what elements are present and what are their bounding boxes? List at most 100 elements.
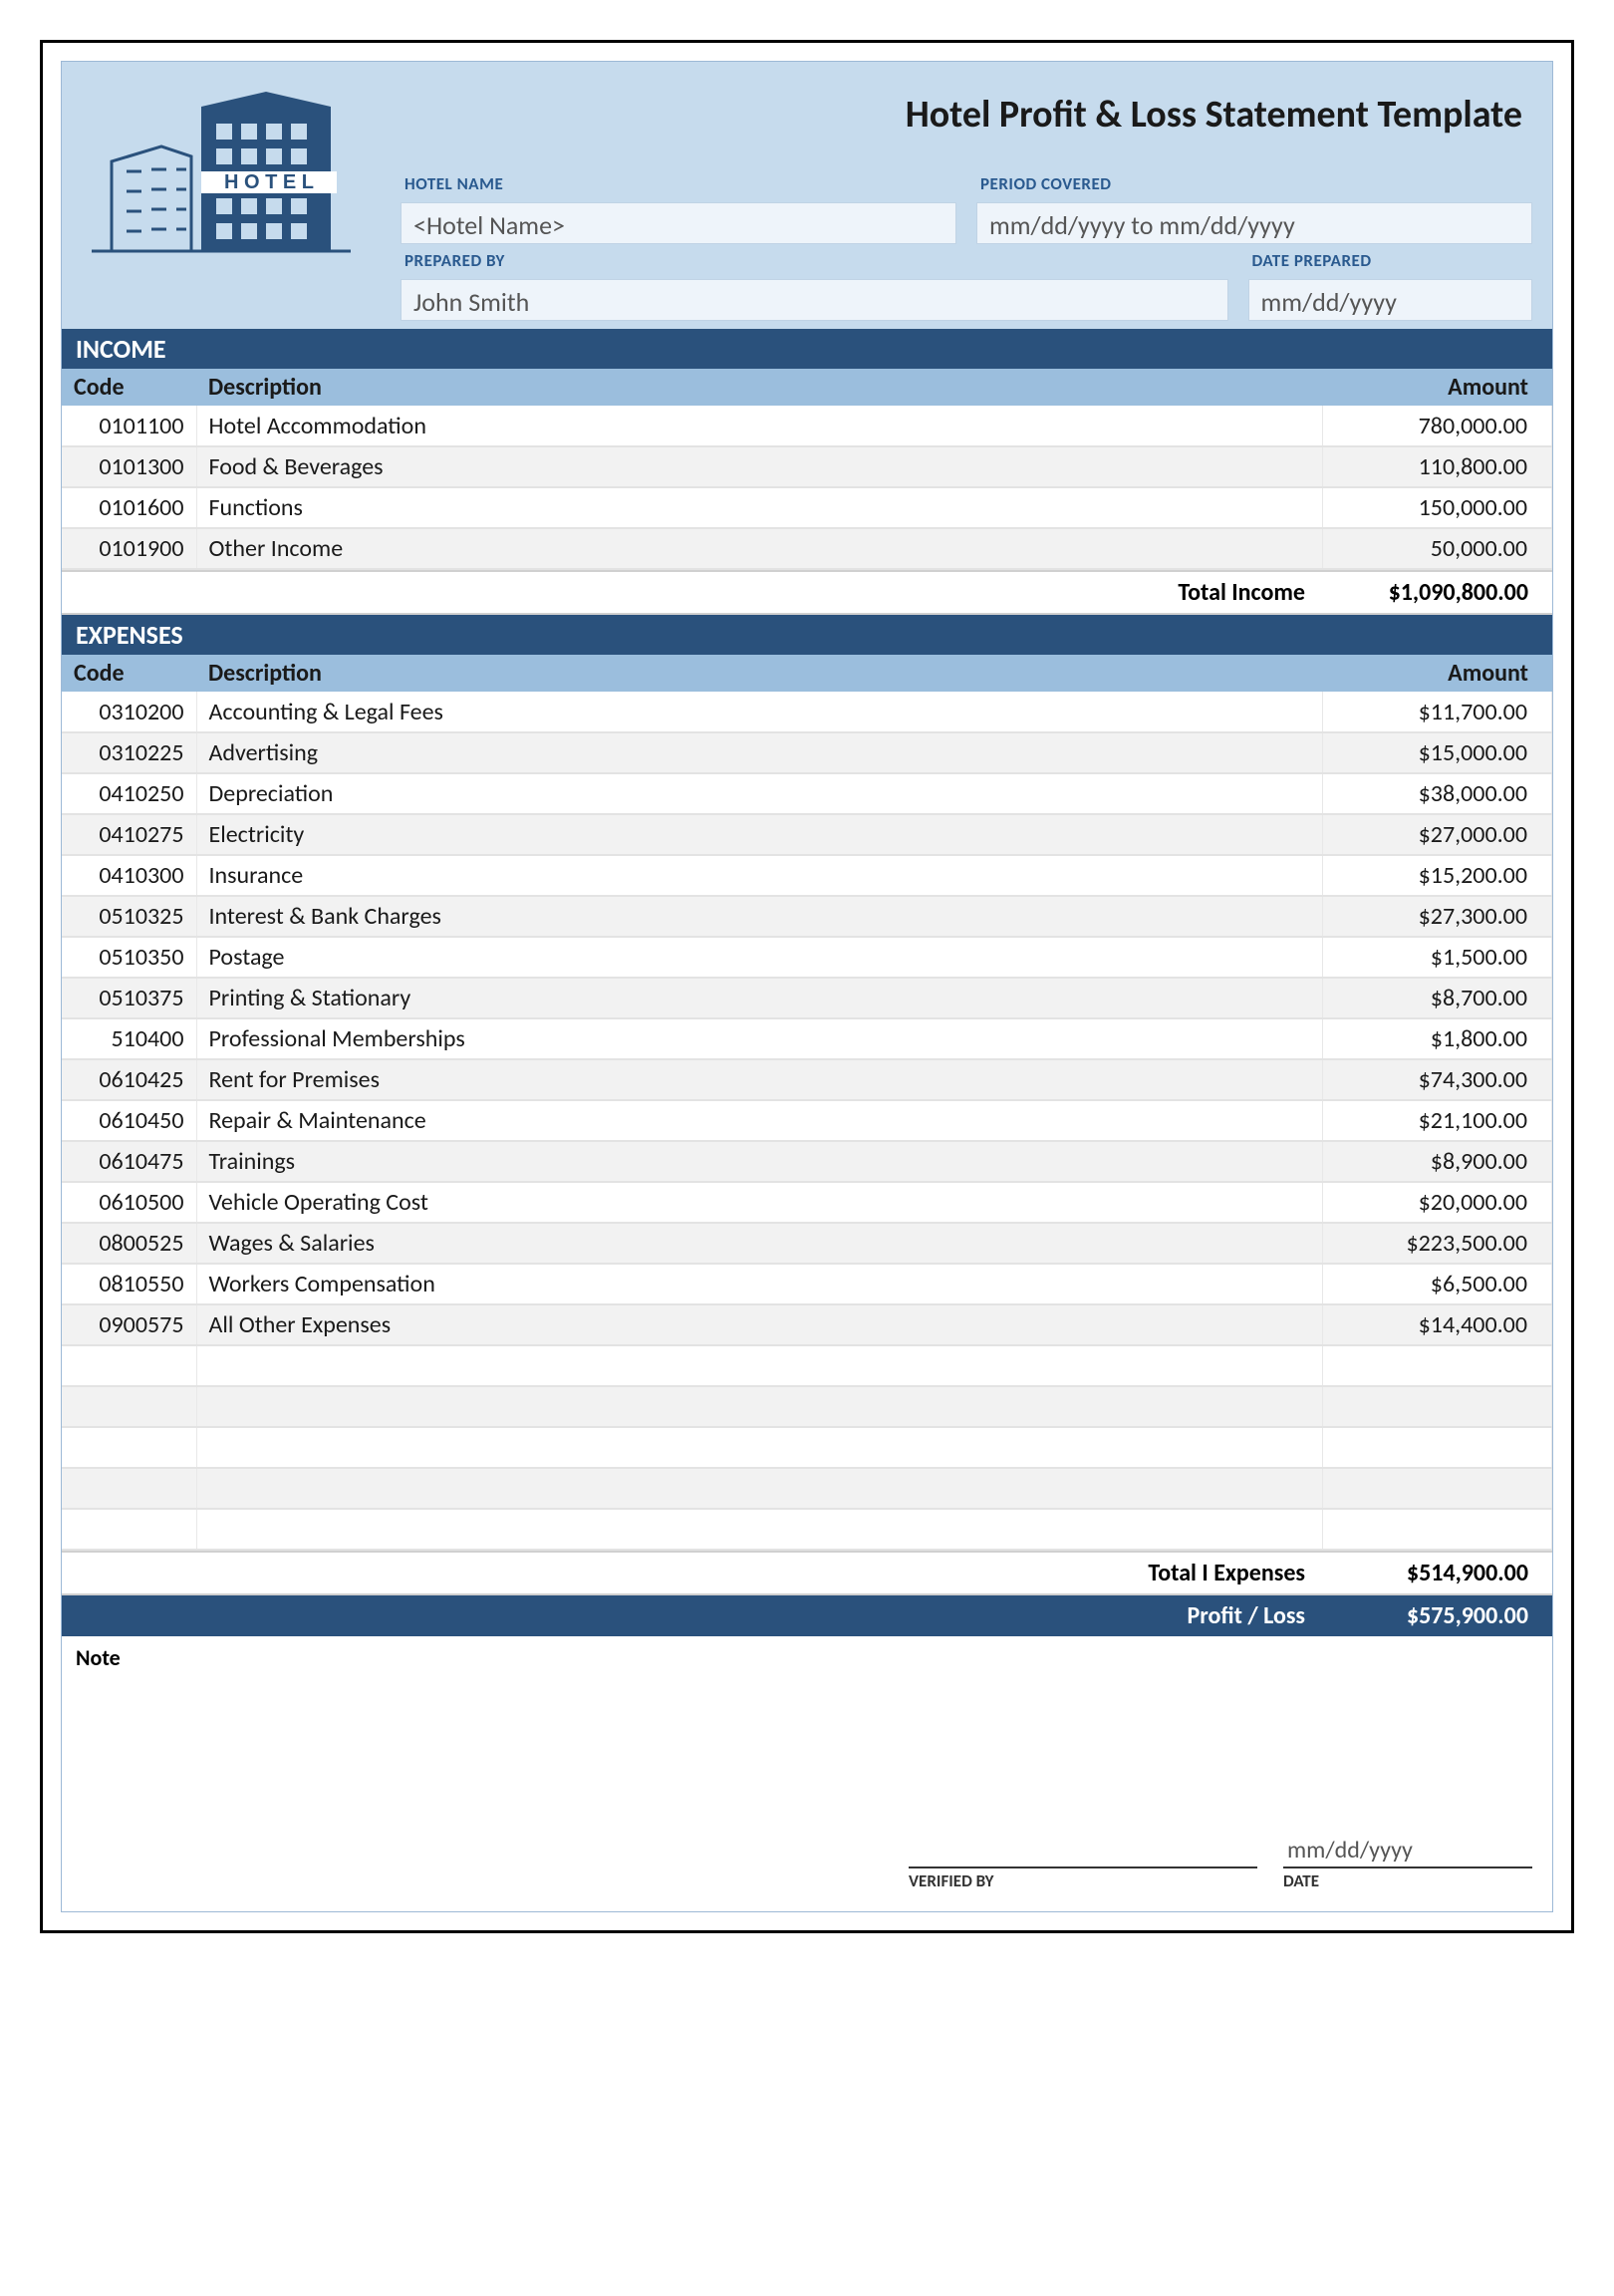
cell-code[interactable] xyxy=(62,1509,196,1550)
cell-code[interactable] xyxy=(62,1345,196,1386)
cell-code[interactable]: 0410275 xyxy=(62,814,196,855)
cell-code[interactable]: 0800525 xyxy=(62,1223,196,1264)
cell-code[interactable]: 0310225 xyxy=(62,732,196,773)
cell-desc[interactable]: Wages & Salaries xyxy=(196,1223,1323,1264)
cell-desc[interactable]: Repair & Maintenance xyxy=(196,1100,1323,1141)
note-label: Note xyxy=(76,1644,121,1671)
cell-desc[interactable]: Accounting & Legal Fees xyxy=(196,692,1323,732)
expenses-col-desc: Description xyxy=(196,655,1323,692)
cell-desc[interactable]: Other Income xyxy=(196,528,1323,569)
cell-desc[interactable]: Advertising xyxy=(196,732,1323,773)
cell-code[interactable]: 0101300 xyxy=(62,446,196,487)
cell-amount[interactable] xyxy=(1323,1345,1552,1386)
cell-amount[interactable]: $223,500.00 xyxy=(1323,1223,1552,1264)
cell-code[interactable]: 0410250 xyxy=(62,773,196,814)
footer-date-value[interactable]: mm/dd/yyyy xyxy=(1283,1836,1532,1866)
cell-code[interactable]: 0610500 xyxy=(62,1182,196,1223)
cell-desc[interactable]: Depreciation xyxy=(196,773,1323,814)
cell-code[interactable]: 0101900 xyxy=(62,528,196,569)
cell-amount[interactable]: $8,900.00 xyxy=(1323,1141,1552,1182)
cell-desc[interactable]: Electricity xyxy=(196,814,1323,855)
hotel-name-field[interactable]: <Hotel Name> xyxy=(401,202,956,244)
cell-code[interactable]: 0101100 xyxy=(62,406,196,446)
cell-amount[interactable]: 110,800.00 xyxy=(1323,446,1552,487)
cell-desc[interactable]: Trainings xyxy=(196,1141,1323,1182)
cell-desc[interactable] xyxy=(196,1468,1323,1509)
cell-desc[interactable]: Hotel Accommodation xyxy=(196,406,1323,446)
cell-code[interactable]: 0510350 xyxy=(62,937,196,978)
cell-amount[interactable]: $1,500.00 xyxy=(1323,937,1552,978)
period-covered-field[interactable]: mm/dd/yyyy to mm/dd/yyyy xyxy=(976,202,1532,244)
prepared-by-field[interactable]: John Smith xyxy=(401,279,1228,321)
table-row: 0101100Hotel Accommodation780,000.00 xyxy=(62,406,1552,446)
cell-code[interactable]: 0510325 xyxy=(62,896,196,937)
cell-code[interactable] xyxy=(62,1427,196,1468)
verified-by-value[interactable] xyxy=(909,1836,1257,1866)
page-title: Hotel Profit & Loss Statement Template xyxy=(401,82,1532,167)
cell-amount[interactable]: $15,000.00 xyxy=(1323,732,1552,773)
cell-amount[interactable] xyxy=(1323,1509,1552,1550)
cell-code[interactable]: 510400 xyxy=(62,1018,196,1059)
cell-desc[interactable]: Vehicle Operating Cost xyxy=(196,1182,1323,1223)
cell-desc[interactable]: All Other Expenses xyxy=(196,1304,1323,1345)
cell-amount[interactable] xyxy=(1323,1427,1552,1468)
cell-desc[interactable]: Postage xyxy=(196,937,1323,978)
cell-amount[interactable]: $15,200.00 xyxy=(1323,855,1552,896)
cell-code[interactable]: 0610475 xyxy=(62,1141,196,1182)
cell-desc[interactable]: Food & Beverages xyxy=(196,446,1323,487)
cell-desc[interactable] xyxy=(196,1386,1323,1427)
cell-desc[interactable]: Professional Memberships xyxy=(196,1018,1323,1059)
table-row: 0101300Food & Beverages110,800.00 xyxy=(62,446,1552,487)
cell-amount[interactable]: $21,100.00 xyxy=(1323,1100,1552,1141)
cell-amount[interactable]: $38,000.00 xyxy=(1323,773,1552,814)
cell-amount[interactable]: $74,300.00 xyxy=(1323,1059,1552,1100)
cell-code[interactable] xyxy=(62,1386,196,1427)
date-prepared-field[interactable]: mm/dd/yyyy xyxy=(1248,279,1533,321)
cell-desc[interactable]: Insurance xyxy=(196,855,1323,896)
cell-amount[interactable]: $14,400.00 xyxy=(1323,1304,1552,1345)
cell-desc[interactable] xyxy=(196,1427,1323,1468)
income-col-amount: Amount xyxy=(1323,369,1552,406)
cell-code[interactable]: 0610450 xyxy=(62,1100,196,1141)
cell-amount[interactable]: $11,700.00 xyxy=(1323,692,1552,732)
profit-loss-value: $575,900.00 xyxy=(1323,1595,1552,1636)
meta-row-2: PREPARED BY DATE PREPARED John Smith mm/… xyxy=(401,244,1532,321)
cell-code[interactable]: 0410300 xyxy=(62,855,196,896)
cell-code[interactable]: 0510375 xyxy=(62,978,196,1018)
expenses-col-amount: Amount xyxy=(1323,655,1552,692)
expenses-column-header: Code Description Amount xyxy=(62,655,1552,692)
cell-amount[interactable]: $27,300.00 xyxy=(1323,896,1552,937)
cell-code[interactable]: 0810550 xyxy=(62,1264,196,1304)
cell-desc[interactable]: Rent for Premises xyxy=(196,1059,1323,1100)
cell-desc[interactable]: Workers Compensation xyxy=(196,1264,1323,1304)
cell-desc[interactable] xyxy=(196,1345,1323,1386)
cell-amount[interactable]: 150,000.00 xyxy=(1323,487,1552,528)
cell-amount[interactable]: $27,000.00 xyxy=(1323,814,1552,855)
income-table: 0101100Hotel Accommodation780,000.000101… xyxy=(62,406,1552,570)
cell-code[interactable]: 0610425 xyxy=(62,1059,196,1100)
cell-amount[interactable] xyxy=(1323,1468,1552,1509)
cell-amount[interactable]: 50,000.00 xyxy=(1323,528,1552,569)
cell-code[interactable] xyxy=(62,1468,196,1509)
cell-code[interactable]: 0310200 xyxy=(62,692,196,732)
cell-amount[interactable]: $6,500.00 xyxy=(1323,1264,1552,1304)
footer-date-label: DATE xyxy=(1283,1866,1532,1891)
cell-amount[interactable]: 780,000.00 xyxy=(1323,406,1552,446)
cell-amount[interactable]: $20,000.00 xyxy=(1323,1182,1552,1223)
cell-desc[interactable]: Functions xyxy=(196,487,1323,528)
note-area[interactable]: Note xyxy=(62,1636,1552,1826)
cell-desc[interactable] xyxy=(196,1509,1323,1550)
cell-amount[interactable]: $8,700.00 xyxy=(1323,978,1552,1018)
income-column-header: Code Description Amount xyxy=(62,369,1552,406)
cell-amount[interactable] xyxy=(1323,1386,1552,1427)
cell-desc[interactable]: Interest & Bank Charges xyxy=(196,896,1323,937)
cell-desc[interactable]: Printing & Stationary xyxy=(196,978,1323,1018)
table-row: 0510375Printing & Stationary$8,700.00 xyxy=(62,978,1552,1018)
svg-text:H O T E L: H O T E L xyxy=(224,171,314,193)
header: H O T E L Hotel Profit & Loss Statement … xyxy=(62,62,1552,321)
cell-code[interactable]: 0101600 xyxy=(62,487,196,528)
cell-code[interactable]: 0900575 xyxy=(62,1304,196,1345)
table-row: 0410275Electricity$27,000.00 xyxy=(62,814,1552,855)
cell-amount[interactable]: $1,800.00 xyxy=(1323,1018,1552,1059)
income-col-desc: Description xyxy=(196,369,1323,406)
